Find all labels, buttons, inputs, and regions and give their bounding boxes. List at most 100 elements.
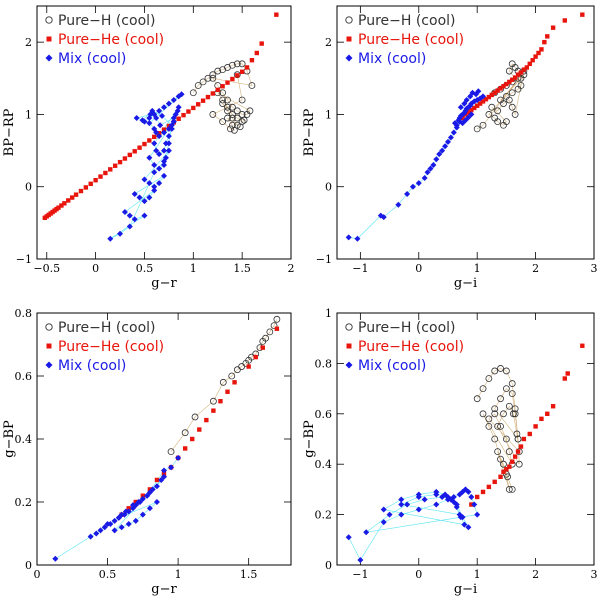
point-pure-h xyxy=(485,415,493,423)
point-mix xyxy=(146,194,153,201)
point-pure-he xyxy=(498,86,503,91)
point-pure-h xyxy=(199,78,207,86)
point-pure-he xyxy=(504,81,509,87)
point-pure-h xyxy=(228,61,236,69)
point-pure-h xyxy=(505,448,513,456)
point-mix xyxy=(175,454,182,461)
point-pure-h xyxy=(209,71,217,79)
legend-label: Pure−He (cool) xyxy=(58,339,164,355)
point-mix xyxy=(118,524,125,531)
point-mix xyxy=(129,502,136,509)
point-pure-h xyxy=(219,378,227,386)
point-mix xyxy=(153,499,160,505)
point-pure-he xyxy=(93,178,98,183)
point-mix xyxy=(363,529,370,536)
point-pure-he xyxy=(122,156,128,161)
point-mix xyxy=(461,521,468,528)
x-tick-label: 1 xyxy=(474,262,481,275)
y-tick-label: 0.6 xyxy=(315,408,333,421)
point-pure-he xyxy=(492,90,497,95)
point-mix xyxy=(133,115,140,122)
point-mix xyxy=(471,501,478,508)
point-pure-h xyxy=(224,103,231,111)
point-mix xyxy=(345,534,352,541)
point-mix xyxy=(121,511,128,518)
point-pure-h xyxy=(224,107,231,115)
point-pure-he xyxy=(533,424,538,429)
point-pure-h xyxy=(224,96,231,104)
point-pure-h xyxy=(228,372,236,380)
x-axis-label: g−r xyxy=(151,582,177,597)
point-pure-he xyxy=(550,25,556,30)
point-mix xyxy=(161,104,167,111)
plot-frame xyxy=(336,312,595,566)
point-mix xyxy=(151,140,158,147)
y-tick-label: 0.2 xyxy=(15,496,33,509)
point-mix xyxy=(151,183,158,190)
point-mix xyxy=(421,175,428,182)
point-mix xyxy=(178,91,185,98)
point-pure-he xyxy=(259,41,264,46)
point-pure-h xyxy=(248,82,256,89)
point-pure-he xyxy=(132,149,137,154)
point-mix xyxy=(354,235,361,242)
point-pure-h xyxy=(502,118,510,126)
point-pure-he xyxy=(211,408,216,413)
point-pure-h xyxy=(219,89,227,97)
point-pure-h xyxy=(502,385,510,393)
point-pure-he xyxy=(200,98,206,103)
point-mix xyxy=(415,506,422,513)
point-mix xyxy=(93,530,100,537)
point-pure-h xyxy=(209,74,217,82)
point-mix xyxy=(137,499,144,505)
legend-marker-circle xyxy=(345,323,353,331)
point-pure-h xyxy=(494,107,502,115)
point-mix xyxy=(380,519,387,526)
point-pure-he xyxy=(254,50,260,56)
model-grid-line xyxy=(55,457,179,559)
point-mix xyxy=(153,129,160,136)
point-pure-he xyxy=(154,477,160,483)
legend-marker-square xyxy=(346,343,352,349)
point-pure-he xyxy=(510,77,515,82)
point-pure-he xyxy=(225,80,230,85)
legend-label: Pure−H (cool) xyxy=(58,320,155,336)
point-pure-he xyxy=(182,446,188,451)
point-mix xyxy=(97,527,104,534)
point-mix xyxy=(404,501,411,508)
point-mix xyxy=(398,496,405,503)
x-tick-label: 0 xyxy=(415,568,422,581)
point-mix xyxy=(475,88,482,95)
point-pure-h xyxy=(209,397,217,405)
point-pure-he xyxy=(486,94,492,100)
point-pure-h xyxy=(508,103,516,111)
point-mix xyxy=(146,120,153,127)
point-mix xyxy=(156,133,163,140)
legend-marker-circle xyxy=(345,16,353,24)
point-pure-he xyxy=(56,205,61,210)
y-axis-label: BP−RP xyxy=(2,108,17,156)
point-pure-h xyxy=(513,430,521,438)
point-pure-he xyxy=(190,436,195,442)
point-pure-he xyxy=(210,91,216,96)
model-grid-line xyxy=(170,319,278,452)
x-tick-label: −0.5 xyxy=(33,262,60,275)
point-pure-h xyxy=(491,405,499,413)
point-pure-he xyxy=(518,444,524,449)
point-pure-h xyxy=(491,367,499,375)
point-pure-he xyxy=(253,354,258,360)
point-pure-h xyxy=(228,111,236,118)
point-pure-h xyxy=(511,405,519,413)
point-pure-h xyxy=(167,448,175,456)
x-tick-label: 3 xyxy=(591,262,598,275)
point-mix xyxy=(125,521,132,528)
point-mix xyxy=(459,514,466,521)
y-tick-label: −1 xyxy=(16,253,32,266)
point-mix xyxy=(168,464,175,471)
point-pure-h xyxy=(517,82,525,89)
legend-label: Pure−H (cool) xyxy=(358,320,455,336)
point-pure-he xyxy=(539,416,544,422)
point-mix xyxy=(146,154,153,161)
point-pure-he xyxy=(477,101,483,106)
